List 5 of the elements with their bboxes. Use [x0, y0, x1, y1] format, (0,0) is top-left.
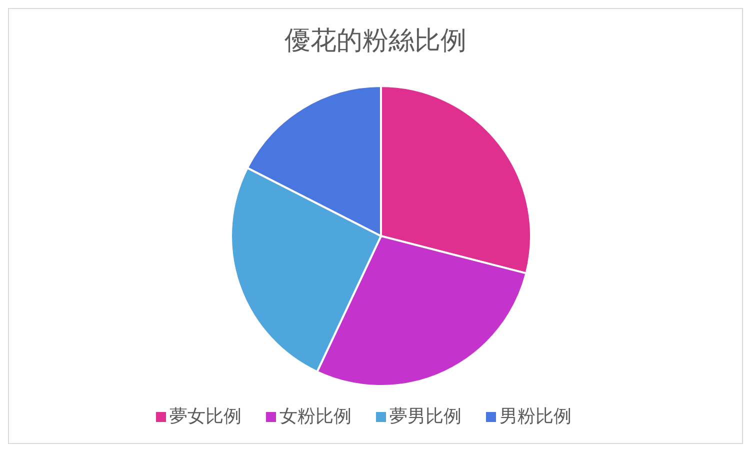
legend-label: 女粉比例: [280, 406, 352, 427]
legend-label: 男粉比例: [500, 406, 572, 427]
legend-label: 夢女比例: [170, 406, 242, 427]
legend-label: 夢男比例: [390, 406, 462, 427]
chart-title: 優花的粉絲比例: [284, 25, 468, 58]
